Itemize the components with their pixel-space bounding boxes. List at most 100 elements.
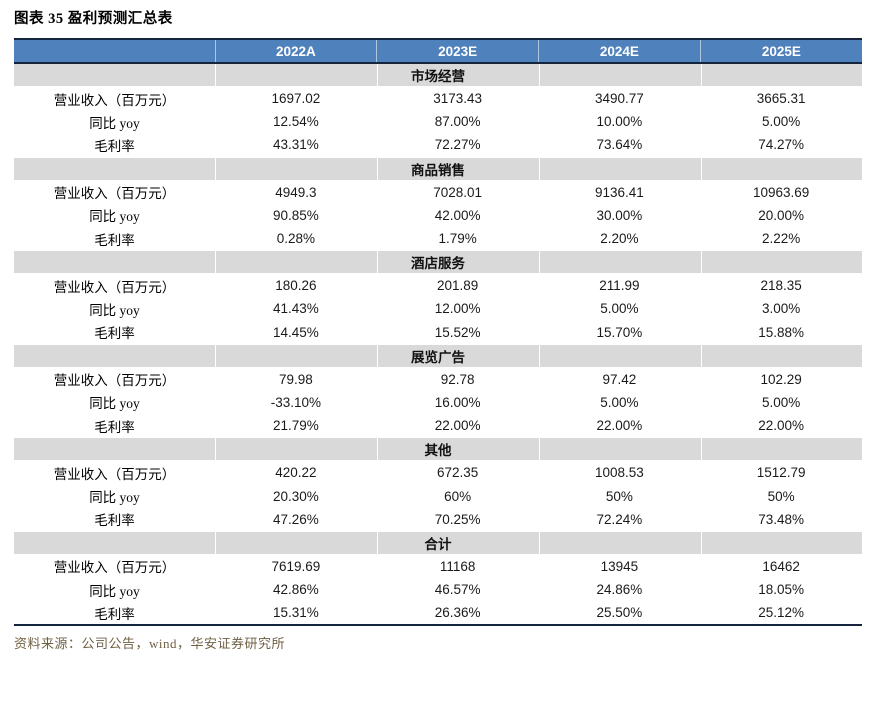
cell-value: 5.00% bbox=[700, 110, 862, 134]
cell-value: 4949.3 bbox=[215, 180, 377, 204]
cell-value: 3490.77 bbox=[538, 86, 701, 111]
cell-value: 20.30% bbox=[215, 484, 377, 508]
cell-value: 73.48% bbox=[700, 507, 862, 532]
section-title: 合计 bbox=[14, 530, 862, 555]
header-row: 2022A 2023E 2024E 2025E bbox=[14, 38, 862, 64]
cell-value: 22.00% bbox=[376, 414, 539, 438]
cell-value: 201.89 bbox=[376, 273, 539, 298]
row-label: 同比 yoy bbox=[14, 484, 215, 508]
table-row: 营业收入（百万元） 1697.02 3173.43 3490.77 3665.31 bbox=[14, 86, 862, 111]
cell-value: 42.86% bbox=[215, 578, 377, 602]
row-label: 毛利率 bbox=[14, 320, 215, 345]
cell-value: 16.00% bbox=[376, 390, 539, 415]
table-row: 毛利率 0.28% 1.79% 2.20% 2.22% bbox=[14, 226, 862, 251]
table-row: 同比 yoy 12.54% 87.00% 10.00% 5.00% bbox=[14, 110, 862, 134]
cell-value: 420.22 bbox=[215, 460, 377, 485]
table-body: 市场经营 营业收入（百万元） 1697.02 3173.43 3490.77 3665.3… bbox=[14, 62, 862, 626]
section-title: 酒店服务 bbox=[14, 250, 862, 275]
row-label: 同比 yoy bbox=[14, 203, 215, 227]
source-note: 资料来源：公司公告，wind，华安证券研究所 bbox=[14, 636, 286, 652]
row-label: 同比 yoy bbox=[14, 390, 215, 415]
cell-value: 15.31% bbox=[215, 601, 377, 626]
row-label: 毛利率 bbox=[14, 226, 215, 251]
cell-value: 26.36% bbox=[376, 601, 539, 626]
table-row: 营业收入（百万元） 180.26 201.89 211.99 218.35 bbox=[14, 273, 862, 298]
cell-value: 7619.69 bbox=[215, 554, 377, 578]
cell-value: 12.00% bbox=[376, 297, 539, 321]
cell-value: 43.31% bbox=[215, 133, 377, 158]
cell-value: 22.00% bbox=[700, 414, 862, 438]
table-row: 营业收入（百万元） 4949.3 7028.01 9136.41 10963.69 bbox=[14, 180, 862, 204]
row-label: 营业收入（百万元） bbox=[14, 367, 215, 391]
cell-value: 97.42 bbox=[538, 367, 701, 391]
forecast-table: 2022A 2023E 2024E 2025E 市场经营 营业收入（百万元） 1697.0… bbox=[14, 38, 862, 627]
cell-value: 46.57% bbox=[376, 578, 539, 602]
row-label: 同比 yoy bbox=[14, 110, 215, 134]
cell-value: 74.27% bbox=[700, 133, 862, 158]
cell-value: 9136.41 bbox=[538, 180, 701, 204]
cell-value: 13945 bbox=[538, 554, 701, 578]
cell-value: 60% bbox=[376, 484, 539, 508]
cell-value: 50% bbox=[700, 484, 862, 508]
cell-value: 41.43% bbox=[215, 297, 377, 321]
section-header-row: 酒店服务 bbox=[14, 250, 862, 275]
cell-value: 21.79% bbox=[215, 414, 377, 438]
cell-value: 25.50% bbox=[538, 601, 701, 626]
cell-value: 72.27% bbox=[376, 133, 539, 158]
table-row: 毛利率 15.31% 26.36% 25.50% 25.12% bbox=[14, 601, 862, 626]
column-header: 2022A bbox=[215, 38, 378, 64]
cell-value: 15.52% bbox=[376, 320, 539, 345]
cell-value: 72.24% bbox=[538, 507, 701, 532]
cell-value: 0.28% bbox=[215, 226, 377, 251]
cell-value: 24.86% bbox=[538, 578, 701, 602]
table-row: 同比 yoy 42.86% 46.57% 24.86% 18.05% bbox=[14, 578, 862, 602]
cell-value: -33.10% bbox=[215, 390, 377, 415]
section-header-row: 其他 bbox=[14, 437, 862, 462]
row-label: 毛利率 bbox=[14, 133, 215, 158]
cell-value: 672.35 bbox=[376, 460, 539, 485]
row-label: 同比 yoy bbox=[14, 578, 215, 602]
table-row: 营业收入（百万元） 7619.69 11168 13945 16462 bbox=[14, 554, 862, 578]
figure-title: 图表 35 盈利预测汇总表 bbox=[14, 11, 173, 27]
row-label: 营业收入（百万元） bbox=[14, 554, 215, 578]
table-row: 毛利率 21.79% 22.00% 22.00% 22.00% bbox=[14, 414, 862, 438]
cell-value: 10963.69 bbox=[700, 180, 862, 204]
cell-value: 18.05% bbox=[700, 578, 862, 602]
cell-value: 50% bbox=[538, 484, 701, 508]
cell-value: 79.98 bbox=[215, 367, 377, 391]
section-title: 商品销售 bbox=[14, 156, 862, 181]
table-row: 同比 yoy -33.10% 16.00% 5.00% 5.00% bbox=[14, 390, 862, 415]
cell-value: 30.00% bbox=[538, 203, 701, 227]
section-header-row: 展览广告 bbox=[14, 343, 862, 368]
table-row: 毛利率 14.45% 15.52% 15.70% 15.88% bbox=[14, 320, 862, 345]
row-label: 毛利率 bbox=[14, 414, 215, 438]
cell-value: 3.00% bbox=[700, 297, 862, 321]
table-row: 营业收入（百万元） 420.22 672.35 1008.53 1512.79 bbox=[14, 460, 862, 485]
section-title: 展览广告 bbox=[14, 343, 862, 368]
section-header-row: 合计 bbox=[14, 530, 862, 555]
cell-value: 16462 bbox=[700, 554, 862, 578]
cell-value: 92.78 bbox=[376, 367, 539, 391]
section-header-row: 市场经营 bbox=[14, 62, 862, 87]
cell-value: 42.00% bbox=[376, 203, 539, 227]
cell-value: 5.00% bbox=[700, 390, 862, 415]
column-header-blank bbox=[14, 38, 216, 64]
cell-value: 12.54% bbox=[215, 110, 377, 134]
cell-value: 1008.53 bbox=[538, 460, 701, 485]
cell-value: 211.99 bbox=[538, 273, 701, 298]
row-label: 营业收入（百万元） bbox=[14, 86, 215, 111]
cell-value: 218.35 bbox=[700, 273, 862, 298]
cell-value: 2.22% bbox=[700, 226, 862, 251]
cell-value: 90.85% bbox=[215, 203, 377, 227]
cell-value: 20.00% bbox=[700, 203, 862, 227]
table-header: 2022A 2023E 2024E 2025E bbox=[14, 38, 862, 64]
cell-value: 5.00% bbox=[538, 390, 701, 415]
cell-value: 73.64% bbox=[538, 133, 701, 158]
cell-value: 47.26% bbox=[215, 507, 377, 532]
section-header-row: 商品销售 bbox=[14, 156, 862, 181]
cell-value: 87.00% bbox=[376, 110, 539, 134]
table-row: 同比 yoy 41.43% 12.00% 5.00% 3.00% bbox=[14, 297, 862, 321]
column-header: 2025E bbox=[700, 38, 862, 64]
cell-value: 1512.79 bbox=[700, 460, 862, 485]
